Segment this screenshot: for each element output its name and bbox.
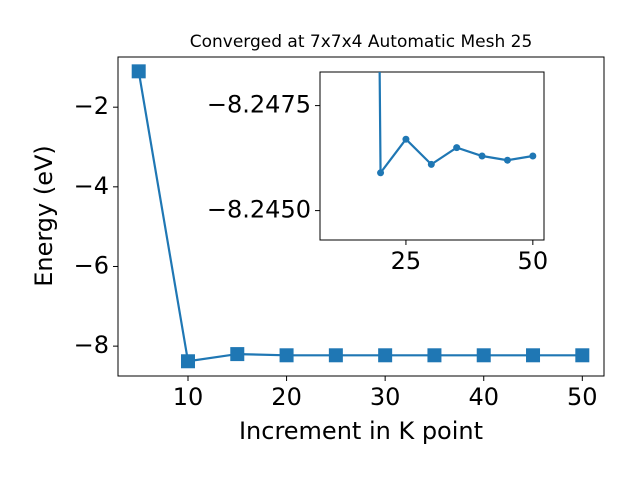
y-tick-label: −8.2475 — [207, 91, 311, 119]
marker — [378, 348, 393, 363]
marker — [230, 347, 245, 362]
marker — [328, 348, 343, 363]
marker — [180, 354, 195, 369]
marker — [476, 348, 491, 363]
x-tick-label: 25 — [391, 247, 422, 275]
y-tick-label: −2 — [74, 92, 109, 120]
plot-area — [319, 71, 545, 241]
series-line — [137, 71, 583, 363]
y-tick-label: −8 — [74, 331, 109, 359]
marker — [279, 348, 294, 363]
chart-title: Converged at 7x7x4 Automatic Mesh 25 — [190, 32, 533, 52]
marker — [478, 152, 486, 160]
marker — [427, 160, 435, 168]
x-tick-label: 50 — [518, 247, 549, 275]
marker — [131, 64, 146, 79]
marker — [453, 144, 461, 152]
marker — [377, 169, 385, 177]
x-tick-label: 50 — [567, 383, 598, 411]
marker — [402, 135, 410, 143]
marker — [529, 152, 537, 160]
x-tick-label: 40 — [468, 383, 499, 411]
x-axis-label: Increment in K point — [239, 417, 483, 445]
x-tick-label: 30 — [370, 383, 401, 411]
series-line — [378, 72, 534, 177]
y-tick-label: −4 — [74, 172, 109, 200]
marker — [526, 348, 541, 363]
marker — [575, 348, 590, 363]
x-tick-label: 20 — [271, 383, 302, 411]
y-axis-label: Energy (eV) — [30, 145, 58, 287]
plot-content — [377, 72, 537, 177]
marker — [503, 156, 511, 164]
marker — [427, 348, 442, 363]
x-tick-label: 10 — [173, 383, 204, 411]
y-tick-label: −6 — [74, 251, 109, 279]
y-tick-label: −8.2450 — [207, 196, 311, 224]
plot-content — [131, 64, 590, 369]
